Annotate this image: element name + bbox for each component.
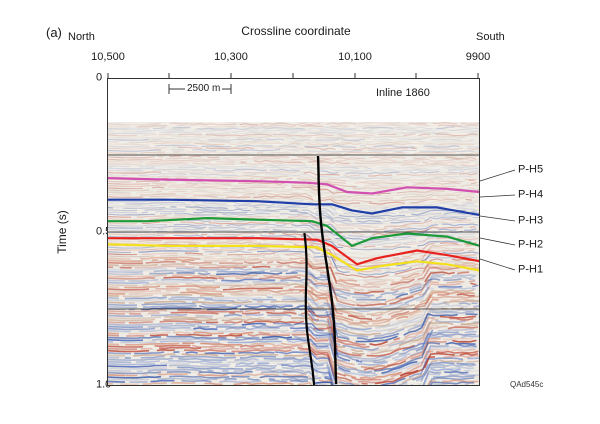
x-tick-label: 10,100 — [338, 51, 372, 63]
fault-line — [316, 155, 338, 385]
fault-line — [303, 232, 316, 386]
panel-label: (a) — [46, 25, 62, 40]
south-direction-label: South — [476, 31, 505, 43]
horizon-line-p-h5 — [107, 177, 480, 195]
fault-lines — [303, 155, 338, 386]
y-tick-label: 0.5 — [96, 225, 112, 238]
y-tick-label: 1.0 — [96, 378, 112, 391]
y-tick-label: 0 — [96, 71, 103, 84]
horizon-label-p-h5: P-H5 — [518, 163, 544, 176]
x-tick-label: 9900 — [465, 51, 491, 63]
horizon-line-p-h1 — [107, 243, 480, 272]
horizon-label-p-h4: P-H4 — [518, 188, 544, 201]
horizon-label-p-h2: P-H2 — [518, 238, 544, 251]
horizon-leader-lines — [479, 169, 516, 271]
horizon-line-p-h4 — [107, 198, 480, 217]
time-gridlines — [107, 154, 480, 310]
scale-bar-label: 2500 m — [185, 83, 223, 94]
seismic-section — [107, 78, 480, 386]
horizon-line-p-h3 — [107, 217, 480, 247]
axis-ticks — [107, 73, 479, 94]
inline-label: Inline 1860 — [376, 87, 430, 99]
x-tick-label: 10,300 — [214, 51, 248, 63]
north-direction-label: North — [68, 31, 95, 43]
horizon-line-p-h2 — [107, 237, 480, 266]
x-axis-title: Crossline coordinate — [241, 24, 351, 38]
horizon-lines — [107, 177, 480, 272]
figure-id: QAd545c — [510, 380, 544, 389]
horizon-label-p-h1: P-H1 — [518, 263, 544, 276]
y-axis-label: Time (s) — [55, 210, 69, 254]
horizon-label-p-h3: P-H3 — [518, 214, 544, 227]
x-tick-label: 10,500 — [91, 51, 125, 63]
